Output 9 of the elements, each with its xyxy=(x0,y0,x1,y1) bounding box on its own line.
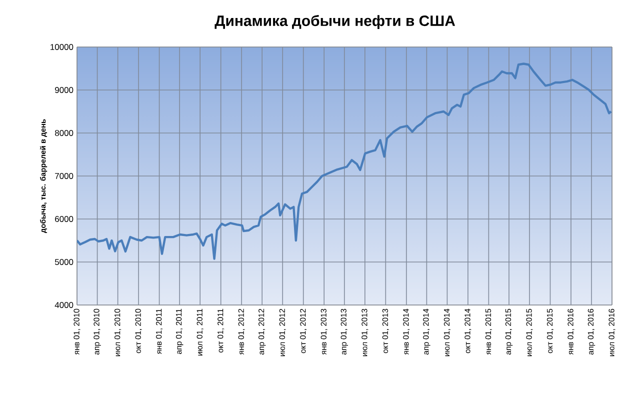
y-tick-label: 10000 xyxy=(50,44,74,50)
y-tick-label: 8000 xyxy=(55,130,74,136)
y-tick-label: 6000 xyxy=(55,216,74,222)
y-tick-label: 5000 xyxy=(54,259,74,265)
chart-title: Динамика добычи нефти в США xyxy=(214,14,456,30)
y-tick-label: 7000 xyxy=(55,173,74,179)
y-tick-label: 4000 xyxy=(54,302,74,308)
line-series xyxy=(77,62,612,260)
y-tick-label: 9000 xyxy=(55,87,74,93)
